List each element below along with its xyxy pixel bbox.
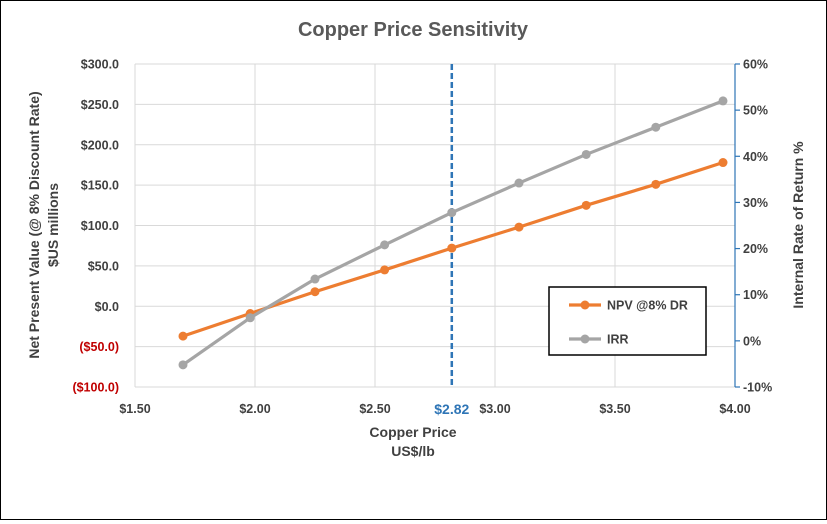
legend-marker-irr bbox=[580, 334, 590, 344]
x-tick-label: $1.50 bbox=[119, 402, 150, 416]
y-left-axis-title-line1: Net Present Value (@ 8% Discount Rate) bbox=[26, 91, 42, 358]
irr-data-point bbox=[447, 208, 457, 218]
legend-marker-npv bbox=[580, 300, 590, 310]
y-left-tick-label: $300.0 bbox=[81, 58, 119, 72]
x-tick-label: $2.50 bbox=[359, 402, 390, 416]
chart-title: Copper Price Sensitivity bbox=[298, 19, 529, 41]
irr-data-point bbox=[178, 360, 188, 370]
y-left-tick-label: ($50.0) bbox=[79, 340, 119, 354]
y-right-tick-label: 10% bbox=[743, 288, 768, 302]
series-layer bbox=[178, 96, 728, 370]
y-left-tick-label: ($100.0) bbox=[72, 381, 119, 395]
irr-data-point bbox=[310, 274, 320, 284]
legend-label-irr: IRR bbox=[607, 333, 629, 347]
irr-data-point bbox=[651, 122, 661, 132]
reference-line-label: $2.82 bbox=[434, 401, 469, 417]
y-right-tick-label: 30% bbox=[743, 196, 768, 210]
npv-data-point bbox=[310, 287, 320, 297]
y-right-tick-label: -10% bbox=[743, 381, 772, 395]
irr-data-point bbox=[581, 149, 591, 159]
y-left-tick-label: $150.0 bbox=[81, 179, 119, 193]
x-tick-label: $3.00 bbox=[479, 402, 510, 416]
npv-data-point bbox=[651, 179, 661, 189]
axis-labels: ($100.0) ($50.0) $0.0 $50.0 $100.0 $150.0 $200… bbox=[26, 58, 806, 460]
y-right-tick-label: 0% bbox=[743, 334, 761, 348]
x-axis-title-line1: Copper Price bbox=[369, 424, 456, 440]
x-tick-label: $3.50 bbox=[599, 402, 630, 416]
y-right-tick-label: 40% bbox=[743, 150, 768, 164]
npv-data-point bbox=[447, 243, 457, 253]
legend: NPV @8% DR IRR bbox=[548, 286, 707, 356]
npv-data-point bbox=[581, 200, 591, 210]
x-axis-title-line2: US$/lb bbox=[391, 443, 435, 459]
x-tick-label: $2.00 bbox=[239, 402, 270, 416]
y-right-tick-label: 20% bbox=[743, 242, 768, 256]
irr-data-point bbox=[245, 313, 255, 323]
axes bbox=[734, 63, 740, 388]
irr-data-point bbox=[718, 96, 728, 106]
legend-box bbox=[548, 286, 707, 356]
y-left-tick-label: $100.0 bbox=[81, 219, 119, 233]
npv-data-point bbox=[380, 265, 390, 275]
npv-data-point bbox=[178, 331, 188, 341]
y-left-tick-label: $50.0 bbox=[88, 259, 119, 273]
y-right-tick-label: 50% bbox=[743, 104, 768, 118]
y-left-tick-label: $0.0 bbox=[95, 300, 119, 314]
y-right-tick-label: 60% bbox=[743, 58, 768, 72]
irr-data-point bbox=[514, 178, 524, 188]
y-left-tick-label: $200.0 bbox=[81, 138, 119, 152]
npv-data-point bbox=[718, 158, 728, 168]
y-left-tick-label: $250.0 bbox=[81, 98, 119, 112]
irr-data-point bbox=[380, 240, 390, 250]
y-right-axis-title: Internal Rate of Return % bbox=[790, 141, 806, 309]
x-tick-label: $4.00 bbox=[719, 402, 750, 416]
npv-data-point bbox=[514, 222, 524, 232]
y-left-axis-title-line2: $US millions bbox=[45, 183, 61, 267]
reference-line-group: $2.82 bbox=[434, 64, 470, 417]
legend-label-npv: NPV @8% DR bbox=[607, 299, 688, 313]
